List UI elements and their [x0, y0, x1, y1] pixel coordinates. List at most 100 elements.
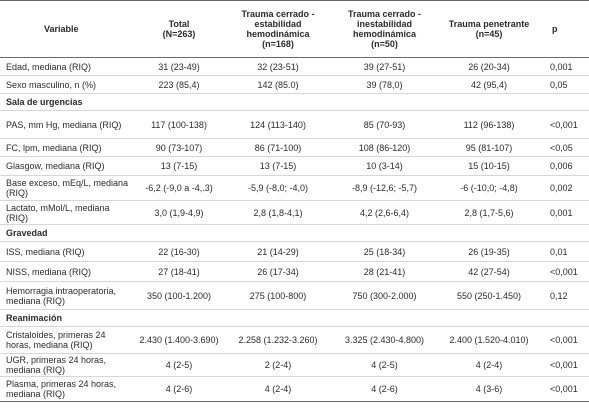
header-variable-label: Variable [44, 24, 79, 34]
table-header: Variable Total (N=263) Trauma cerrado - … [0, 0, 589, 58]
cell-blunt-stable: 2,8 (1,8-4,1) [225, 200, 331, 225]
table-row: PAS, mm Hg, mediana (RIQ) 117 (100-138) 12… [0, 110, 589, 139]
cell-penetrating: 15 (10-15) [438, 156, 540, 176]
table-row: FC, lpm, mediana (RIQ) 90 (73-107) 86 (71-… [0, 138, 589, 157]
cell-total: 27 (18-41) [133, 261, 225, 282]
section-title: Sala de urgencias [0, 93, 589, 111]
header-blunt-unstable: Trauma cerrado - inestabilidad hemodinám… [331, 0, 438, 58]
table-row: Hemorragia intraoperatoria, mediana (RIQ… [0, 281, 589, 310]
cell-blunt-unstable: 4 (2-5) [331, 353, 438, 377]
cell-penetrating: 26 (19-35) [438, 241, 540, 262]
cell-penetrating: 4 (2-4) [438, 353, 540, 377]
header-blunt-stable-label: Trauma cerrado - estabilidad hemodinámic… [241, 9, 315, 39]
header-p-label: p [552, 24, 558, 34]
cell-blunt-stable: 275 (100-800) [225, 281, 331, 310]
cell-total: 117 (100-138) [133, 110, 225, 139]
cell-blunt-stable: 26 (17-34) [225, 261, 331, 282]
cell-penetrating: 26 (20-34) [438, 57, 540, 76]
cell-blunt-unstable: 39 (78,0) [331, 75, 438, 94]
cell-blunt-stable: 2 (2-4) [225, 353, 331, 377]
table-row: NISS, mediana (RIQ) 27 (18-41) 26 (17-34) 2… [0, 261, 589, 282]
table-row: Plasma, primeras 24 horas, mediana (RIQ)… [0, 376, 589, 402]
cell-label: Edad, mediana (RIQ) [0, 57, 133, 76]
section-title: Gravedad [0, 224, 589, 242]
cell-label: Glasgow, mediana (RIQ) [0, 156, 133, 176]
cell-blunt-unstable: 10 (3-14) [331, 156, 438, 176]
cell-total: -6,2 (-9,0 a -4,.3) [133, 175, 225, 201]
header-blunt-unstable-n: (n=50) [371, 39, 398, 49]
cell-p-value: 0,001 [540, 57, 589, 76]
cell-p-value: 0,006 [540, 156, 589, 176]
header-blunt-stable-n: (n=168) [262, 39, 294, 49]
section-row: Sala de urgencias [0, 93, 589, 111]
cell-p-value: <0,001 [540, 261, 589, 282]
cell-p-value: 0,12 [540, 281, 589, 310]
header-penetrating-n: (n=45) [475, 29, 503, 39]
cell-blunt-stable: 86 (71-100) [225, 138, 331, 157]
header-total-label: Total [168, 19, 190, 29]
cell-blunt-unstable: 4 (2-6) [331, 376, 438, 402]
cell-p-value: <0,001 [540, 353, 589, 377]
cell-label: FC, lpm, mediana (RIQ) [0, 138, 133, 157]
header-penetrating-label: Trauma penetrante [448, 19, 530, 29]
cell-blunt-stable: 21 (14-29) [225, 241, 331, 262]
cell-blunt-unstable: 3.325 (2.430-4.800) [331, 326, 438, 354]
data-table: Variable Total (N=263) Trauma cerrado - … [0, 0, 589, 402]
cell-p-value: <0,001 [540, 326, 589, 354]
cell-total: 350 (100-1.200) [133, 281, 225, 310]
cell-blunt-stable: 32 (23-51) [225, 57, 331, 76]
cell-label: Cristaloides, primeras 24 horas, mediana… [0, 326, 133, 354]
section-title: Reanimación [0, 309, 589, 327]
table-row: Cristaloides, primeras 24 horas, mediana… [0, 326, 589, 354]
cell-blunt-unstable: -8,9 (-12,6; -5,7) [331, 175, 438, 201]
cell-total: 2.430 (1.400-3.690) [133, 326, 225, 354]
cell-total: 223 (85,4) [133, 75, 225, 94]
header-total: Total (N=263) [133, 0, 225, 58]
cell-blunt-unstable: 108 (86-120) [331, 138, 438, 157]
cell-blunt-unstable: 39 (27-51) [331, 57, 438, 76]
cell-label: Sexo masculino, n (%) [0, 75, 133, 94]
cell-blunt-stable: -5,9 (-8,0; -4,0) [225, 175, 331, 201]
table-body: Edad, mediana (RIQ) 31 (23-49) 32 (23-51) 3… [0, 57, 589, 402]
cell-blunt-stable: 13 (7-15) [225, 156, 331, 176]
table-row: Base exceso, mEq/L, mediana (RIQ) -6,2 (-… [0, 175, 589, 201]
cell-total: 3,0 (1,9-4,9) [133, 200, 225, 225]
header-blunt-stable: Trauma cerrado - estabilidad hemodinámic… [225, 0, 331, 58]
cell-label: ISS, mediana (RIQ) [0, 241, 133, 262]
cell-p-value: 0,01 [540, 241, 589, 262]
table-row: ISS, mediana (RIQ) 22 (16-30) 21 (14-29) 25… [0, 241, 589, 262]
cell-blunt-stable: 124 (113-140) [225, 110, 331, 139]
cell-penetrating: 2.400 (1.520-4.010) [438, 326, 540, 354]
cell-penetrating: 42 (95,4) [438, 75, 540, 94]
cell-total: 90 (73-107) [133, 138, 225, 157]
cell-penetrating: -6 (-10,0; -4,8) [438, 175, 540, 201]
cell-blunt-unstable: 28 (21-41) [331, 261, 438, 282]
cell-label: Base exceso, mEq/L, mediana (RIQ) [0, 175, 133, 201]
cell-total: 31 (23-49) [133, 57, 225, 76]
cell-total: 4 (2-5) [133, 353, 225, 377]
header-blunt-unstable-label: Trauma cerrado - inestabilidad hemodinám… [347, 9, 422, 39]
cell-label: NISS, mediana (RIQ) [0, 261, 133, 282]
cell-label: UGR, primeras 24 horas, mediana (RIQ) [0, 353, 133, 377]
cell-p-value: 0,05 [540, 75, 589, 94]
cell-blunt-unstable: 25 (18-34) [331, 241, 438, 262]
cell-label: Hemorragia intraoperatoria, mediana (RIQ… [0, 281, 133, 310]
cell-total: 4 (2-6) [133, 376, 225, 402]
cell-p-value: 0,002 [540, 175, 589, 201]
table-row: Glasgow, mediana (RIQ) 13 (7-15) 13 (7-15)… [0, 156, 589, 176]
cell-total: 22 (16-30) [133, 241, 225, 262]
header-row: Variable Total (N=263) Trauma cerrado - … [0, 0, 589, 58]
cell-p-value: 0,001 [540, 200, 589, 225]
cell-p-value: <0,05 [540, 138, 589, 157]
table-row: UGR, primeras 24 horas, mediana (RIQ) 4 (… [0, 353, 589, 377]
cell-penetrating: 2,8 (1,7-5,6) [438, 200, 540, 225]
cell-label: PAS, mm Hg, mediana (RIQ) [0, 110, 133, 139]
header-variable: Variable [0, 0, 133, 58]
cell-p-value: <0,001 [540, 110, 589, 139]
table-row: Sexo masculino, n (%) 223 (85,4) 142 (85.0… [0, 75, 589, 94]
cell-penetrating: 550 (250-1.450) [438, 281, 540, 310]
cell-blunt-stable: 2.258 (1.232-3.260) [225, 326, 331, 354]
table-row: Lactato, mMol/L, mediana (RIQ) 3,0 (1,9-4… [0, 200, 589, 225]
cell-penetrating: 95 (81-107) [438, 138, 540, 157]
